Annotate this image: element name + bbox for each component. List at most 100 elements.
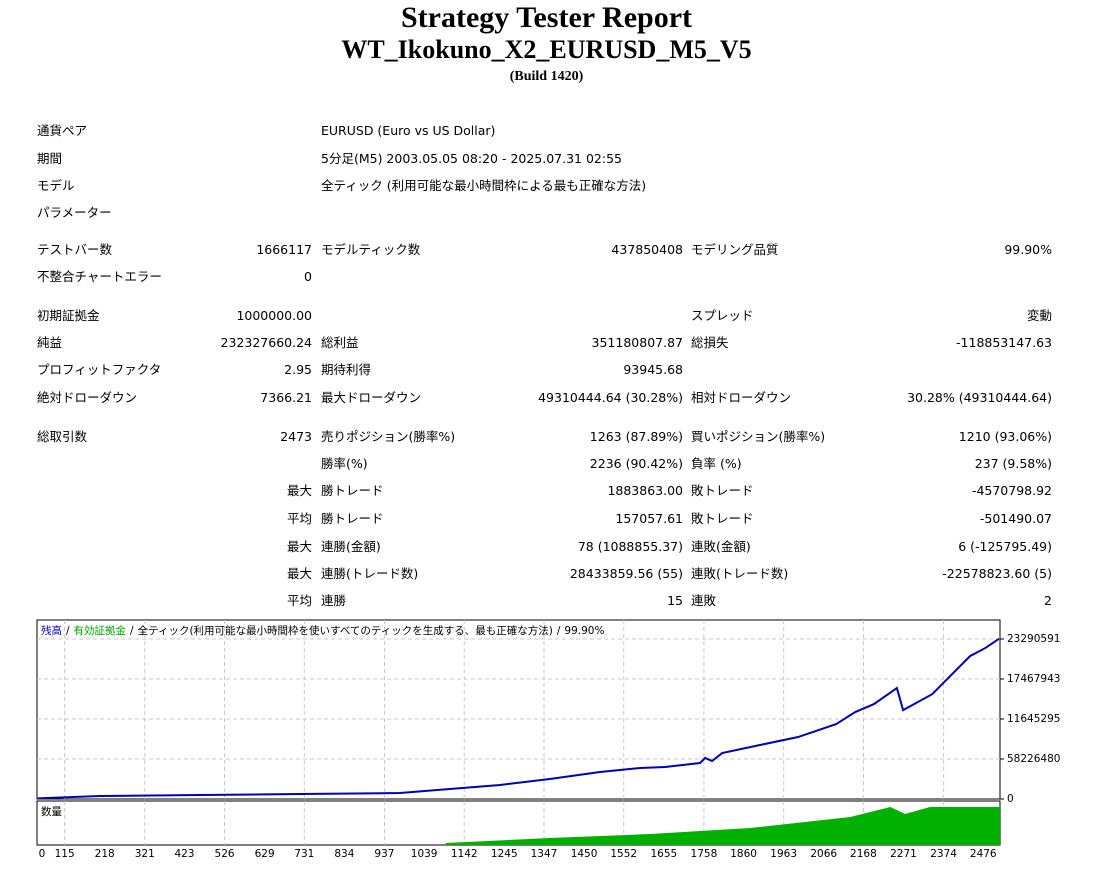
stat-label: 初期証拠金 (37, 308, 100, 323)
x-tick-label: 1655 (650, 848, 677, 860)
stat-label: 総取引数 (37, 429, 88, 444)
volume-label: 数量 (41, 805, 62, 818)
stat-value: 28433859.56 (55) (569, 566, 683, 581)
summary-value: 全ティック (利用可能な最小時間枠による最も正確な方法) (321, 178, 647, 193)
stat-value: 1263 (87.89%) (589, 429, 683, 444)
summary-value: EURUSD (Euro vs US Dollar) (321, 123, 496, 138)
stat-label: 連敗(金額) (691, 539, 751, 554)
stat-label: プロフィットファクタ (37, 362, 162, 377)
stat-value: 1883863.00 (607, 483, 683, 498)
x-tick-label: 1860 (730, 848, 757, 860)
stat-value: 30.28% (49310444.64) (907, 390, 1052, 405)
x-tick-label: 629 (255, 848, 275, 860)
x-tick-label: 2271 (890, 848, 917, 860)
stat-value: 2.95 (284, 362, 312, 377)
stat-value: -501490.07 (979, 511, 1052, 526)
stat-value: 0 (304, 269, 312, 284)
legend-entry: 有効証拠金 (74, 624, 127, 637)
stat-value: 1000000.00 (236, 308, 312, 323)
legend-separator: / (66, 625, 70, 637)
summary-label: 期間 (37, 151, 63, 166)
stat-value: 平均 (286, 511, 312, 526)
x-tick-label: 2476 (970, 848, 997, 860)
stat-value: 2 (1044, 593, 1052, 608)
stat-value: 157057.61 (615, 511, 683, 526)
summary-value: 5分足(M5) 2003.05.05 08:20 - 2025.07.31 02… (321, 151, 623, 166)
x-tick-label: 1142 (451, 848, 478, 860)
x-tick-label: 1963 (770, 848, 797, 860)
stat-label: 連勝(トレード数) (321, 566, 419, 581)
stat-label: 負率 (%) (691, 456, 742, 471)
y-tick-label: 11645295 (1007, 713, 1060, 725)
stat-value: 99.90% (1004, 242, 1052, 257)
stat-label: 最大ドローダウン (321, 390, 422, 405)
x-tick-label: 115 (55, 848, 75, 860)
x-tick-label: 2374 (930, 848, 957, 860)
stat-value: 351180807.87 (591, 335, 683, 350)
chart-legend: 残高 / 有効証拠金 / 全ティック(利用可能な最小時間枠を使いすべてのティックを生成す… (41, 624, 604, 637)
stat-label: 勝トレード (321, 511, 384, 526)
y-tick-label: 0 (1007, 793, 1014, 805)
stat-value: 7366.21 (260, 390, 312, 405)
stat-value: 1210 (93.06%) (958, 429, 1052, 444)
plot-frame (36, 619, 1001, 800)
x-tick-label: 218 (95, 848, 115, 860)
stat-value: 232327660.24 (220, 335, 312, 350)
x-tick-label: 1039 (411, 848, 438, 860)
stat-label: 敗トレード (691, 483, 754, 498)
build-label: (Build 1420) (509, 69, 584, 84)
stat-label: 売りポジション(勝率%) (321, 429, 456, 444)
stat-label: 勝トレード (321, 483, 384, 498)
balance-line (37, 637, 1000, 800)
x-tick-label: 321 (135, 848, 155, 860)
stat-value: 15 (667, 593, 683, 608)
y-tick-label: 23290591 (1007, 633, 1060, 645)
x-tick-label: 834 (334, 848, 354, 860)
stat-label: 相対ドローダウン (691, 390, 792, 405)
stat-value: 237 (9.58%) (974, 456, 1052, 471)
stat-value: 最大 (286, 483, 312, 498)
y-tick-label: 17467943 (1007, 673, 1060, 685)
legend-entry: 99.90% (564, 625, 604, 637)
stat-value: -22578823.60 (5) (942, 566, 1052, 581)
stat-value: 78 (1088855.37) (577, 539, 683, 554)
stat-label: 連敗(トレード数) (691, 566, 789, 581)
x-tick-label: 1552 (610, 848, 637, 860)
legend-separator: / (130, 625, 134, 637)
volume-area (445, 807, 1000, 845)
stat-label: 敗トレード (691, 511, 754, 526)
stat-value: 93945.68 (623, 362, 683, 377)
legend-entry: 全ティック(利用可能な最小時間枠を使いすべてのティックを生成する、最も正確な方法… (138, 624, 553, 637)
stat-value: -118853147.63 (956, 335, 1052, 350)
x-tick-label: 0 (39, 848, 46, 860)
stat-value: 最大 (286, 566, 312, 581)
x-tick-label: 937 (374, 848, 394, 860)
stat-label: 連勝 (321, 593, 347, 608)
report-title: Strategy Tester Report (400, 1, 693, 34)
stat-value: 平均 (286, 593, 312, 608)
stat-value: 最大 (286, 539, 312, 554)
stat-value: 6 (-125795.49) (958, 539, 1052, 554)
stat-value: 2236 (90.42%) (589, 456, 683, 471)
x-tick-label: 1450 (571, 848, 598, 860)
stat-label: モデルティック数 (321, 242, 421, 257)
legend-separator: / (557, 625, 561, 637)
x-tick-label: 1347 (531, 848, 558, 860)
stat-label: 純益 (37, 335, 63, 350)
summary-label: パラメーター (37, 205, 112, 220)
stat-label: 買いポジション(勝率%) (691, 429, 826, 444)
report-subtitle: WT_Ikokuno_X2_EURUSD_M5_V5 (341, 35, 752, 64)
summary-label: モデル (37, 178, 75, 193)
stat-label: 総利益 (321, 335, 359, 350)
x-tick-label: 1758 (691, 848, 718, 860)
stat-value: 49310444.64 (30.28%) (538, 390, 683, 405)
x-tick-label: 423 (174, 848, 194, 860)
y-tick-label: 58226480 (1007, 753, 1060, 765)
x-tick-label: 731 (294, 848, 314, 860)
stat-label: 総損失 (691, 335, 729, 350)
stat-label: 期待利得 (321, 362, 372, 377)
stat-value: 1666117 (256, 242, 312, 257)
x-tick-label: 1245 (491, 848, 518, 860)
stat-label: テストバー数 (37, 242, 113, 257)
